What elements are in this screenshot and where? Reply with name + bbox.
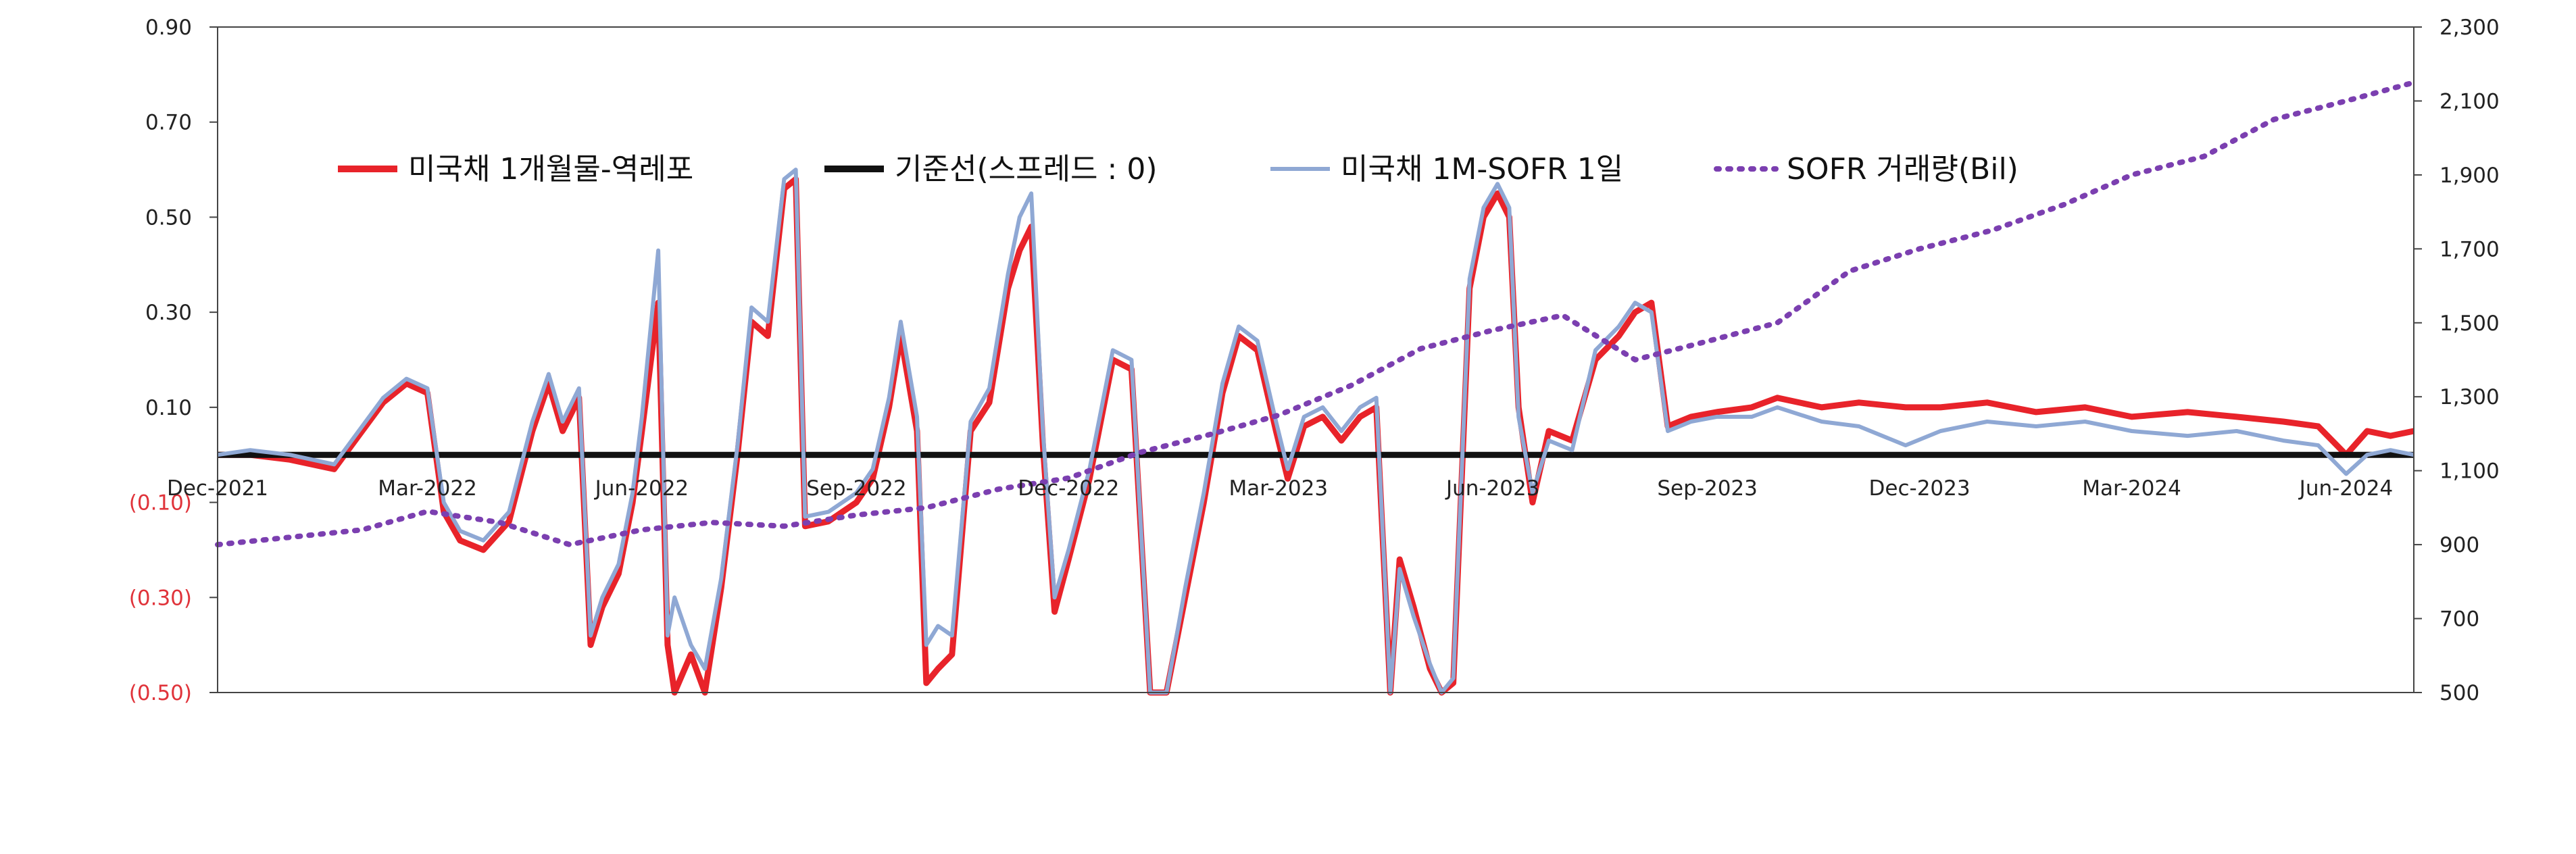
x-tick-label: Sep-2022 [806,476,907,501]
x-tick-label: Dec-2022 [1018,476,1119,501]
right-tick-label: 1,500 [2439,311,2500,336]
right-tick-label: 500 [2439,681,2479,705]
axes: 0.90 0.70 0.50 0.30 0.10 (0.10) (0.30) (0.50) 2,… [129,16,2500,705]
left-tick-label: (0.50) [129,681,192,705]
left-tick-label: (0.10) [129,491,192,516]
legend-label-2: 기준선(스프레드 : 0) [895,152,1157,186]
left-tick-label: 0.90 [145,16,192,40]
legend-label-1: 미국채 1개월물-역레포 [408,152,693,186]
x-tick-label: Jun-2024 [2298,476,2394,501]
legend-label-4: SOFR 거래량(Bil) [1787,152,2018,186]
series-lines [215,80,2417,696]
right-tick-label: 1,700 [2439,237,2500,261]
right-tick-label: 1,300 [2439,385,2500,409]
x-tick-label: Mar-2022 [378,476,477,501]
left-tick-label: (0.30) [129,586,192,610]
right-tick-label: 1,900 [2439,164,2500,188]
x-tick-label: Sep-2023 [1657,476,1758,501]
left-tick-label: 0.50 [145,205,192,230]
right-tick-label: 700 [2439,607,2479,632]
x-tick-label: Mar-2023 [1229,476,1329,501]
right-tick-label: 2,100 [2439,89,2500,114]
left-tick-label: 0.70 [145,111,192,135]
x-tick-label: Jun-2023 [1445,476,1540,501]
right-tick-label: 900 [2439,533,2479,557]
x-tick-label: Dec-2021 [167,476,268,501]
x-tick-label: Jun-2022 [594,476,689,501]
right-tick-label: 2,300 [2439,16,2500,40]
left-tick-label: 0.10 [145,396,192,420]
series-line-4 [215,80,2417,548]
left-tick-label: 0.30 [145,301,192,325]
x-tick-label: Mar-2024 [2082,476,2181,501]
legend-label-3: 미국채 1M-SOFR 1일 [1341,152,1623,186]
series-line-1 [218,176,2414,696]
right-tick-label: 1,100 [2439,459,2500,484]
series-line-3 [217,168,2414,695]
x-tick-label: Dec-2023 [1869,476,1971,501]
legend: 미국채 1개월물-역레포 기준선(스프레드 : 0) 미국채 1M-SOFR 1일 S… [338,152,2018,186]
